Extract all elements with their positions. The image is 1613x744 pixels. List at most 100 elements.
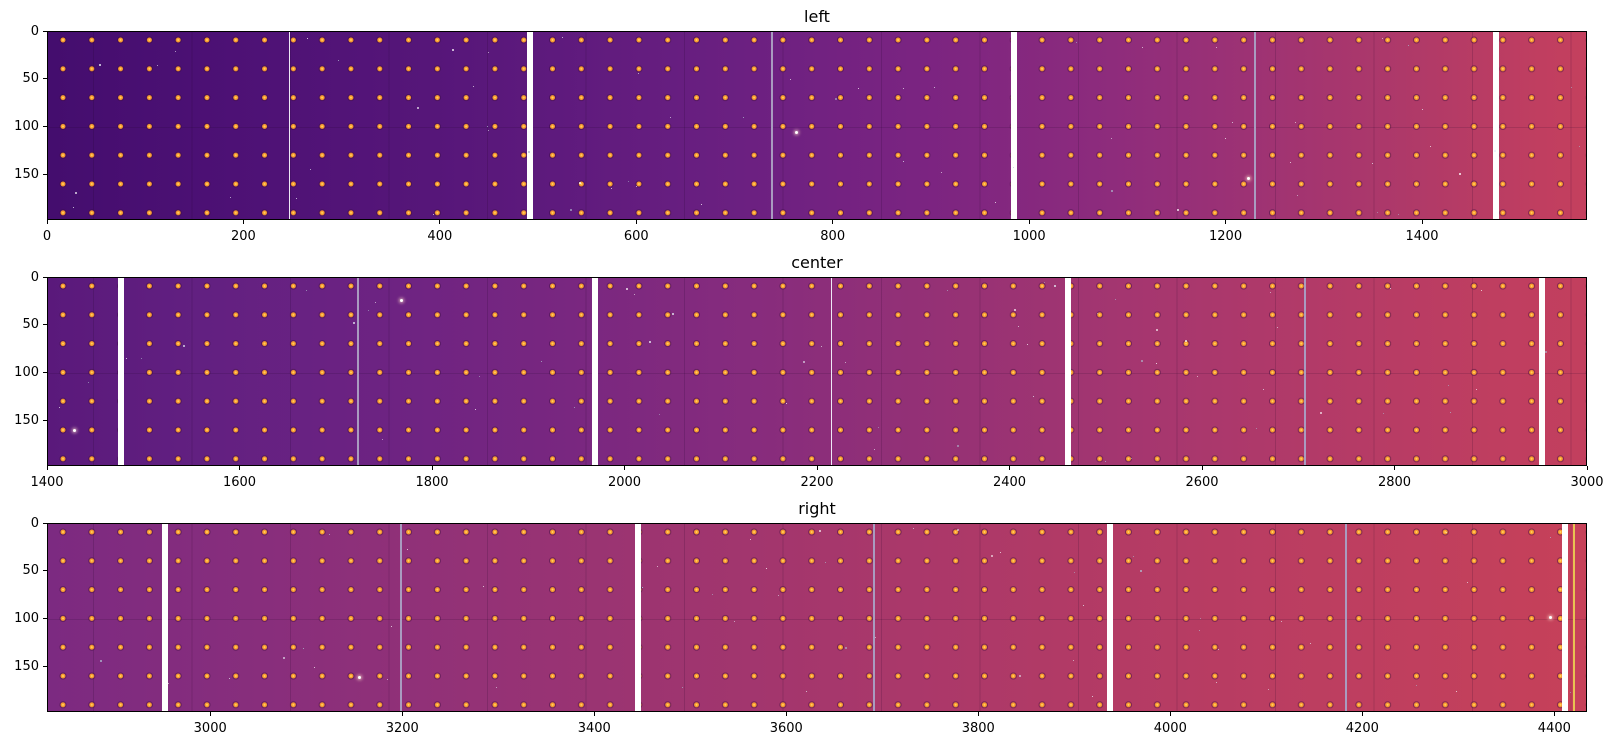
noise-speck xyxy=(1398,214,1400,216)
subplot-left-title: left xyxy=(804,7,830,26)
subplot-right-title: right xyxy=(798,499,836,518)
noise-speck xyxy=(1097,312,1099,314)
noise-speck xyxy=(834,98,837,101)
y-tick-mark xyxy=(43,617,47,619)
noise-speck xyxy=(473,85,475,87)
noise-speck xyxy=(1218,648,1220,650)
noise-speck xyxy=(88,382,90,383)
chip-gap-stripe-wide xyxy=(1011,32,1018,219)
noise-speck xyxy=(328,534,330,536)
x-tick-label: 1600 xyxy=(222,475,257,490)
y-tick-mark xyxy=(43,371,47,373)
noise-speck xyxy=(1297,195,1299,197)
noise-speck xyxy=(701,204,703,206)
noise-speck xyxy=(995,201,997,203)
noise-speck xyxy=(711,593,713,595)
noise-speck xyxy=(628,181,630,183)
noise-speck xyxy=(818,530,821,533)
x-tick-mark xyxy=(242,220,244,224)
noise-speck xyxy=(1449,411,1451,413)
chip-gap-stripe-wide xyxy=(1561,524,1568,711)
noise-speck xyxy=(1013,167,1015,169)
noise-speck xyxy=(802,361,805,364)
noise-speck xyxy=(1199,630,1201,632)
noise-speck xyxy=(1493,64,1495,66)
noise-speck xyxy=(75,191,78,194)
noise-speck xyxy=(1290,162,1292,164)
noise-speck xyxy=(390,626,392,627)
noise-speck xyxy=(1267,688,1269,690)
bright-spot xyxy=(358,675,362,679)
noise-speck xyxy=(765,567,767,569)
subplot-left-image xyxy=(47,31,1587,220)
y-tick-label: 50 xyxy=(22,317,39,333)
noise-speck xyxy=(496,687,498,689)
x-tick-mark xyxy=(1009,466,1010,470)
noise-speck xyxy=(1570,692,1572,694)
noise-speck xyxy=(382,438,384,440)
noise-speck xyxy=(946,289,948,291)
noise-speck xyxy=(416,106,419,109)
x-tick-label: 3000 xyxy=(1570,475,1604,490)
chip-gap-stripe-wide xyxy=(1538,278,1545,465)
noise-speck xyxy=(482,585,484,587)
x-tick-label: 1000 xyxy=(1012,229,1046,244)
y-tick-label: 100 xyxy=(14,364,39,380)
noise-speck xyxy=(1142,46,1144,48)
x-tick-mark xyxy=(593,712,595,716)
x-tick-mark xyxy=(46,466,48,470)
x-tick-label: 800 xyxy=(820,229,846,244)
x-tick-mark xyxy=(46,220,48,224)
chip-gap-stripe-thin xyxy=(1345,524,1348,711)
noise-speck xyxy=(182,344,185,347)
noise-speck xyxy=(1043,281,1045,283)
x-tick-mark xyxy=(439,220,441,224)
noise-speck xyxy=(1579,145,1581,147)
noise-speck xyxy=(99,63,102,66)
x-tick-label: 4200 xyxy=(1345,721,1379,736)
noise-speck xyxy=(1215,47,1217,49)
chip-gap-stripe-wide xyxy=(1492,32,1499,219)
noise-speck xyxy=(858,88,860,90)
noise-speck xyxy=(296,197,298,199)
x-tick-mark xyxy=(832,220,834,224)
noise-speck xyxy=(1132,555,1134,557)
noise-speck xyxy=(1459,173,1462,176)
noise-speck xyxy=(874,637,876,639)
y-tick-label: 150 xyxy=(14,166,39,182)
x-tick-mark xyxy=(1225,220,1227,224)
x-tick-label: 0 xyxy=(42,229,52,244)
subplot-right-image xyxy=(47,523,1587,712)
chip-gap-stripe-thin xyxy=(1254,32,1257,219)
y-tick-label: 100 xyxy=(14,118,39,134)
noise-speck xyxy=(877,426,879,428)
noise-speck xyxy=(743,117,745,119)
noise-speck xyxy=(957,529,960,532)
noise-speck xyxy=(100,659,103,662)
noise-speck xyxy=(874,448,876,450)
noise-speck xyxy=(562,36,563,38)
noise-speck xyxy=(750,539,752,541)
noise-speck xyxy=(1319,412,1322,415)
noise-speck xyxy=(338,59,340,61)
noise-speck xyxy=(126,357,128,359)
x-tick-mark xyxy=(1421,220,1423,224)
x-tick-mark xyxy=(1361,712,1363,716)
noise-speck xyxy=(1377,212,1379,214)
x-tick-label: 3600 xyxy=(769,721,803,736)
noise-speck xyxy=(625,288,628,291)
noise-speck xyxy=(1421,108,1423,110)
noise-speck xyxy=(845,646,848,649)
noise-speck xyxy=(1276,327,1278,329)
noise-speck xyxy=(487,129,489,131)
noise-speck xyxy=(452,49,455,52)
noise-speck xyxy=(1542,335,1544,337)
y-tick-mark xyxy=(43,78,47,80)
x-tick-label: 4000 xyxy=(1153,721,1187,736)
noise-speck xyxy=(1114,298,1116,300)
x-tick-label: 2800 xyxy=(1377,475,1412,490)
chip-gap-stripe-thin xyxy=(356,278,359,465)
noise-speck xyxy=(1232,121,1234,123)
noise-speck xyxy=(1466,582,1468,584)
chip-gap-stripe-wide xyxy=(162,524,169,711)
